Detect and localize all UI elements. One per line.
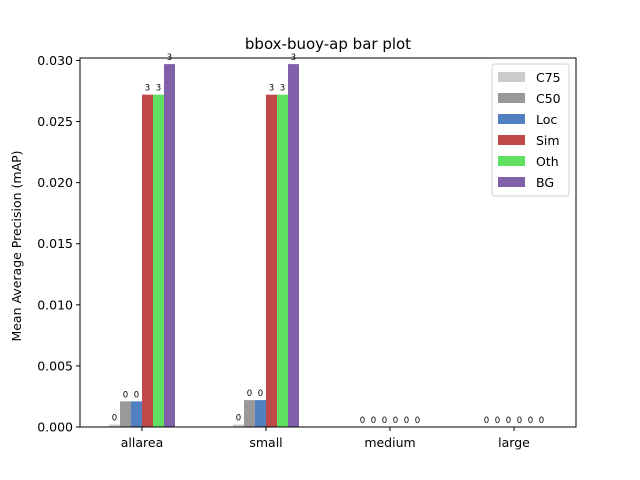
bar-label-loc-allarea: 0 <box>134 390 139 400</box>
y-axis-label: Mean Average Precision (mAP) <box>9 150 24 341</box>
bar-c50-allarea <box>120 401 131 427</box>
bar-c50-small <box>244 400 255 427</box>
legend-swatch-c75 <box>498 72 525 82</box>
legend: C75 C50 Loc Sim Oth BG <box>491 63 570 197</box>
legend-label-bg: BG <box>536 175 554 190</box>
y-tick-label-0.000: 0.000 <box>37 420 73 435</box>
legend-label-loc: Loc <box>536 112 557 127</box>
bar-sim-allarea <box>142 94 153 427</box>
x-tick-label-large: large <box>498 435 530 450</box>
y-tick-label-0.020: 0.020 <box>37 175 73 190</box>
legend-label-c50: C50 <box>536 91 561 106</box>
bar-label-c50-small: 0 <box>247 389 252 399</box>
bar-label-sim-medium: 0 <box>393 416 398 426</box>
bar-loc-allarea <box>131 401 142 427</box>
legend-swatch-sim <box>498 135 525 145</box>
bar-label-c75-small: 0 <box>236 414 241 424</box>
legend-label-c75: C75 <box>536 70 561 85</box>
bar-label-oth-large: 0 <box>528 416 533 426</box>
x-tick-label-medium: medium <box>364 435 415 450</box>
legend-swatch-oth <box>498 156 525 166</box>
y-tick-label-0.030: 0.030 <box>37 53 73 68</box>
bar-label-loc-medium: 0 <box>382 416 387 426</box>
bar-label-c75-medium: 0 <box>360 416 365 426</box>
bar-label-c50-large: 0 <box>495 416 500 426</box>
y-tick-label-0.015: 0.015 <box>37 236 73 251</box>
bar-label-loc-small: 0 <box>258 389 263 399</box>
bar-label-loc-large: 0 <box>506 416 511 426</box>
x-tick-label-small: small <box>249 435 282 450</box>
y-tick-label-0.010: 0.010 <box>37 297 73 312</box>
bar-bg-allarea <box>164 64 175 428</box>
bar-label-c50-medium: 0 <box>371 416 376 426</box>
bar-oth-small <box>277 94 288 427</box>
bar-loc-small <box>255 400 266 427</box>
bar-label-bg-medium: 0 <box>415 416 420 426</box>
bar-label-oth-medium: 0 <box>404 416 409 426</box>
x-tick-label-allarea: allarea <box>121 435 163 450</box>
bar-bg-small <box>288 64 299 428</box>
bar-c75-small <box>233 424 244 427</box>
bar-label-c75-large: 0 <box>484 416 489 426</box>
bar-label-oth-allarea: 3 <box>156 84 161 94</box>
legend-swatch-c50 <box>498 93 525 103</box>
bar-label-sim-allarea: 3 <box>145 84 150 94</box>
bar-label-sim-small: 3 <box>269 84 274 94</box>
bar-label-sim-large: 0 <box>517 416 522 426</box>
chart-title: bbox-buoy-ap bar plot <box>245 35 411 53</box>
bar-sim-small <box>266 94 277 427</box>
bar-label-oth-small: 3 <box>280 84 285 94</box>
y-tick-label-0.025: 0.025 <box>37 114 73 129</box>
legend-label-oth: Oth <box>536 154 559 169</box>
axes-frame <box>79 57 577 428</box>
bar-label-c75-allarea: 0 <box>112 414 117 424</box>
y-tick-label-0.005: 0.005 <box>37 358 73 373</box>
bar-label-c50-allarea: 0 <box>123 390 128 400</box>
bar-label-bg-large: 0 <box>539 416 544 426</box>
legend-swatch-loc <box>498 114 525 124</box>
bar-c75-allarea <box>109 424 120 427</box>
bar-oth-allarea <box>153 94 164 427</box>
legend-label-sim: Sim <box>536 133 560 148</box>
legend-swatch-bg <box>498 177 525 187</box>
